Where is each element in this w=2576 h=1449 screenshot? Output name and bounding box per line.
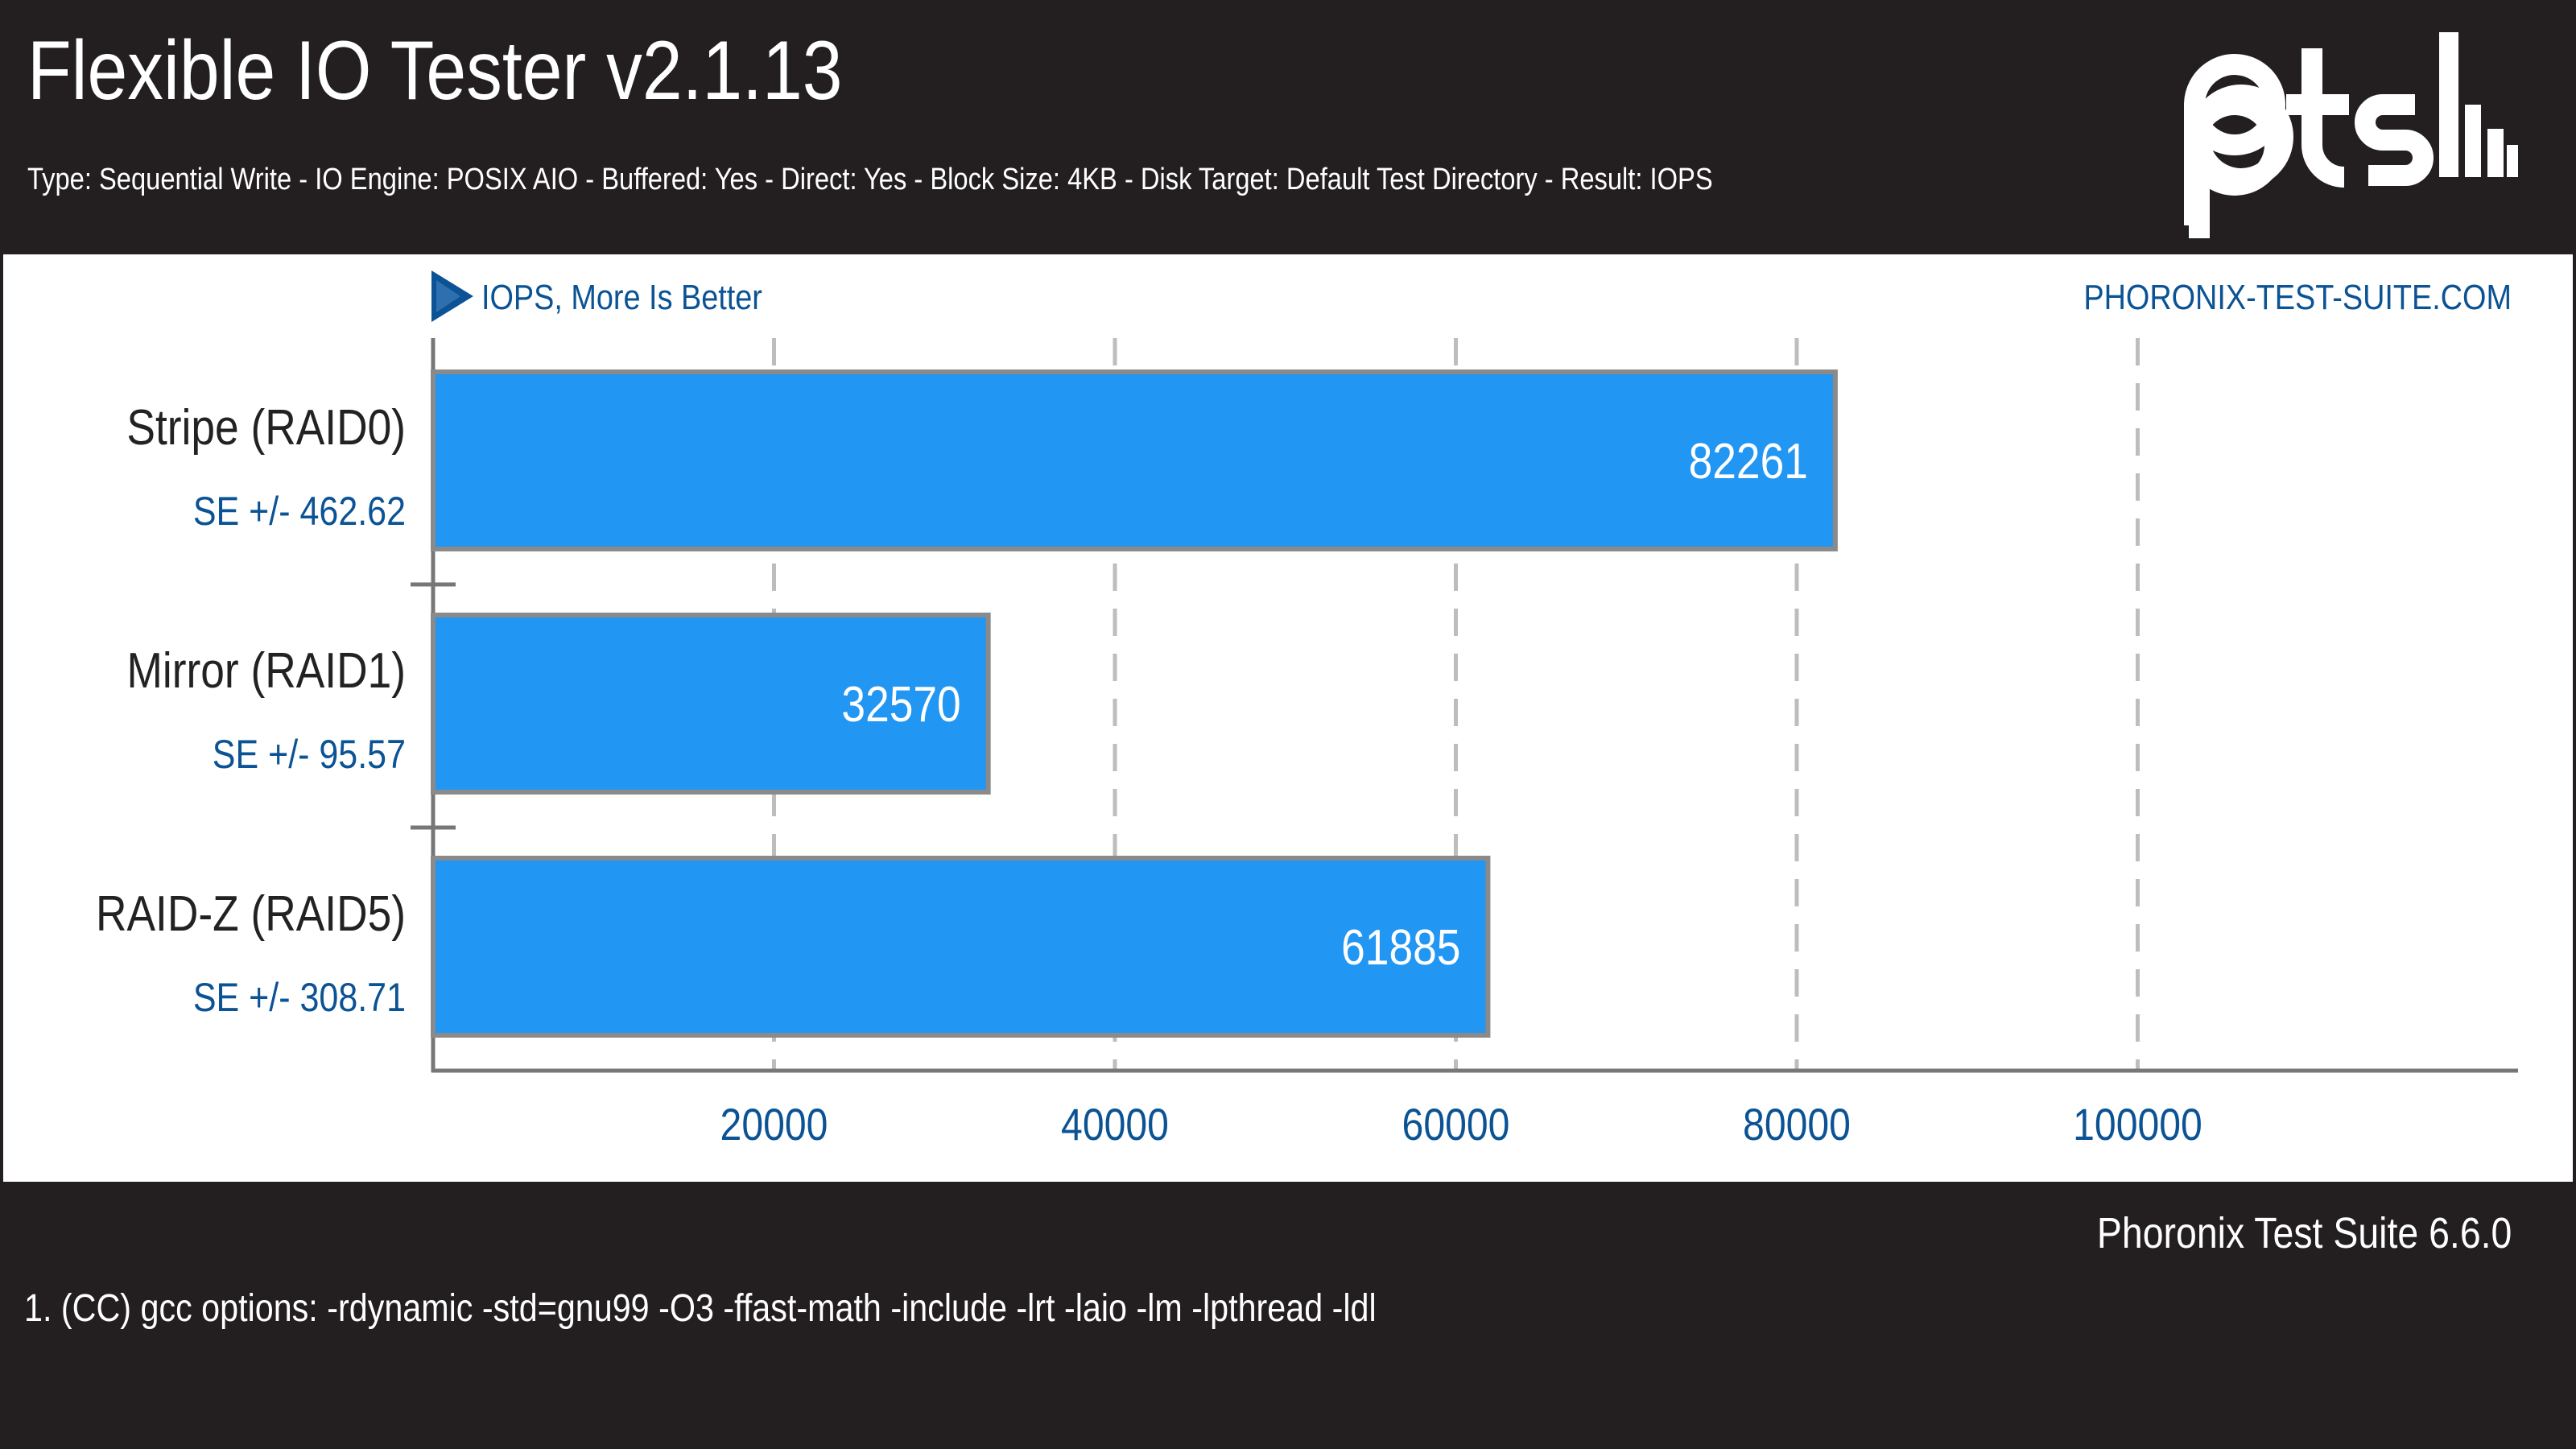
bar [431, 856, 1491, 1038]
x-tick-label: 100000 [2073, 1100, 2202, 1150]
error-label: SE +/- 462.62 [193, 489, 406, 534]
chart-subtitle: Type: Sequential Write - IO Engine: POSI… [27, 163, 1713, 196]
category-label: Stripe (RAID0) [126, 400, 406, 456]
error-label: SE +/- 95.57 [213, 732, 406, 777]
measure-marker-inner-icon [436, 280, 460, 312]
x-tick-label: 80000 [1743, 1100, 1851, 1150]
bar [431, 613, 991, 795]
bar-chart: IOPS, More Is Better PHORONIX-TEST-SUITE… [96, 270, 2518, 1150]
bars [431, 369, 1838, 1038]
bar-value-label: 82261 [1689, 434, 1808, 489]
measure-label: IOPS, More Is Better [481, 277, 762, 316]
bar [431, 369, 1838, 551]
x-tick-label: 60000 [1402, 1100, 1510, 1150]
labels: IOPS, More Is Better PHORONIX-TEST-SUITE… [96, 270, 2512, 1150]
bar-value-label: 61885 [1341, 920, 1460, 976]
footnote: 1. (CC) gcc options: -rdynamic -std=gnu9… [24, 1287, 1377, 1330]
pts-logo [2184, 32, 2518, 238]
x-tick-label: 20000 [720, 1100, 828, 1150]
bar-value-label: 32570 [841, 677, 960, 733]
category-label: Mirror (RAID1) [126, 643, 406, 699]
error-label: SE +/- 308.71 [193, 975, 406, 1020]
chart-panel: IOPS, More Is Better PHORONIX-TEST-SUITE… [3, 254, 2573, 1182]
chart-title: Flexible IO Tester v2.1.13 [27, 24, 843, 118]
x-tick-label: 40000 [1061, 1100, 1169, 1150]
footer-version: Phoronix Test Suite 6.6.0 [2096, 1209, 2512, 1257]
watermark-label: PHORONIX-TEST-SUITE.COM [2083, 277, 2512, 316]
category-label: RAID-Z (RAID5) [96, 886, 406, 942]
